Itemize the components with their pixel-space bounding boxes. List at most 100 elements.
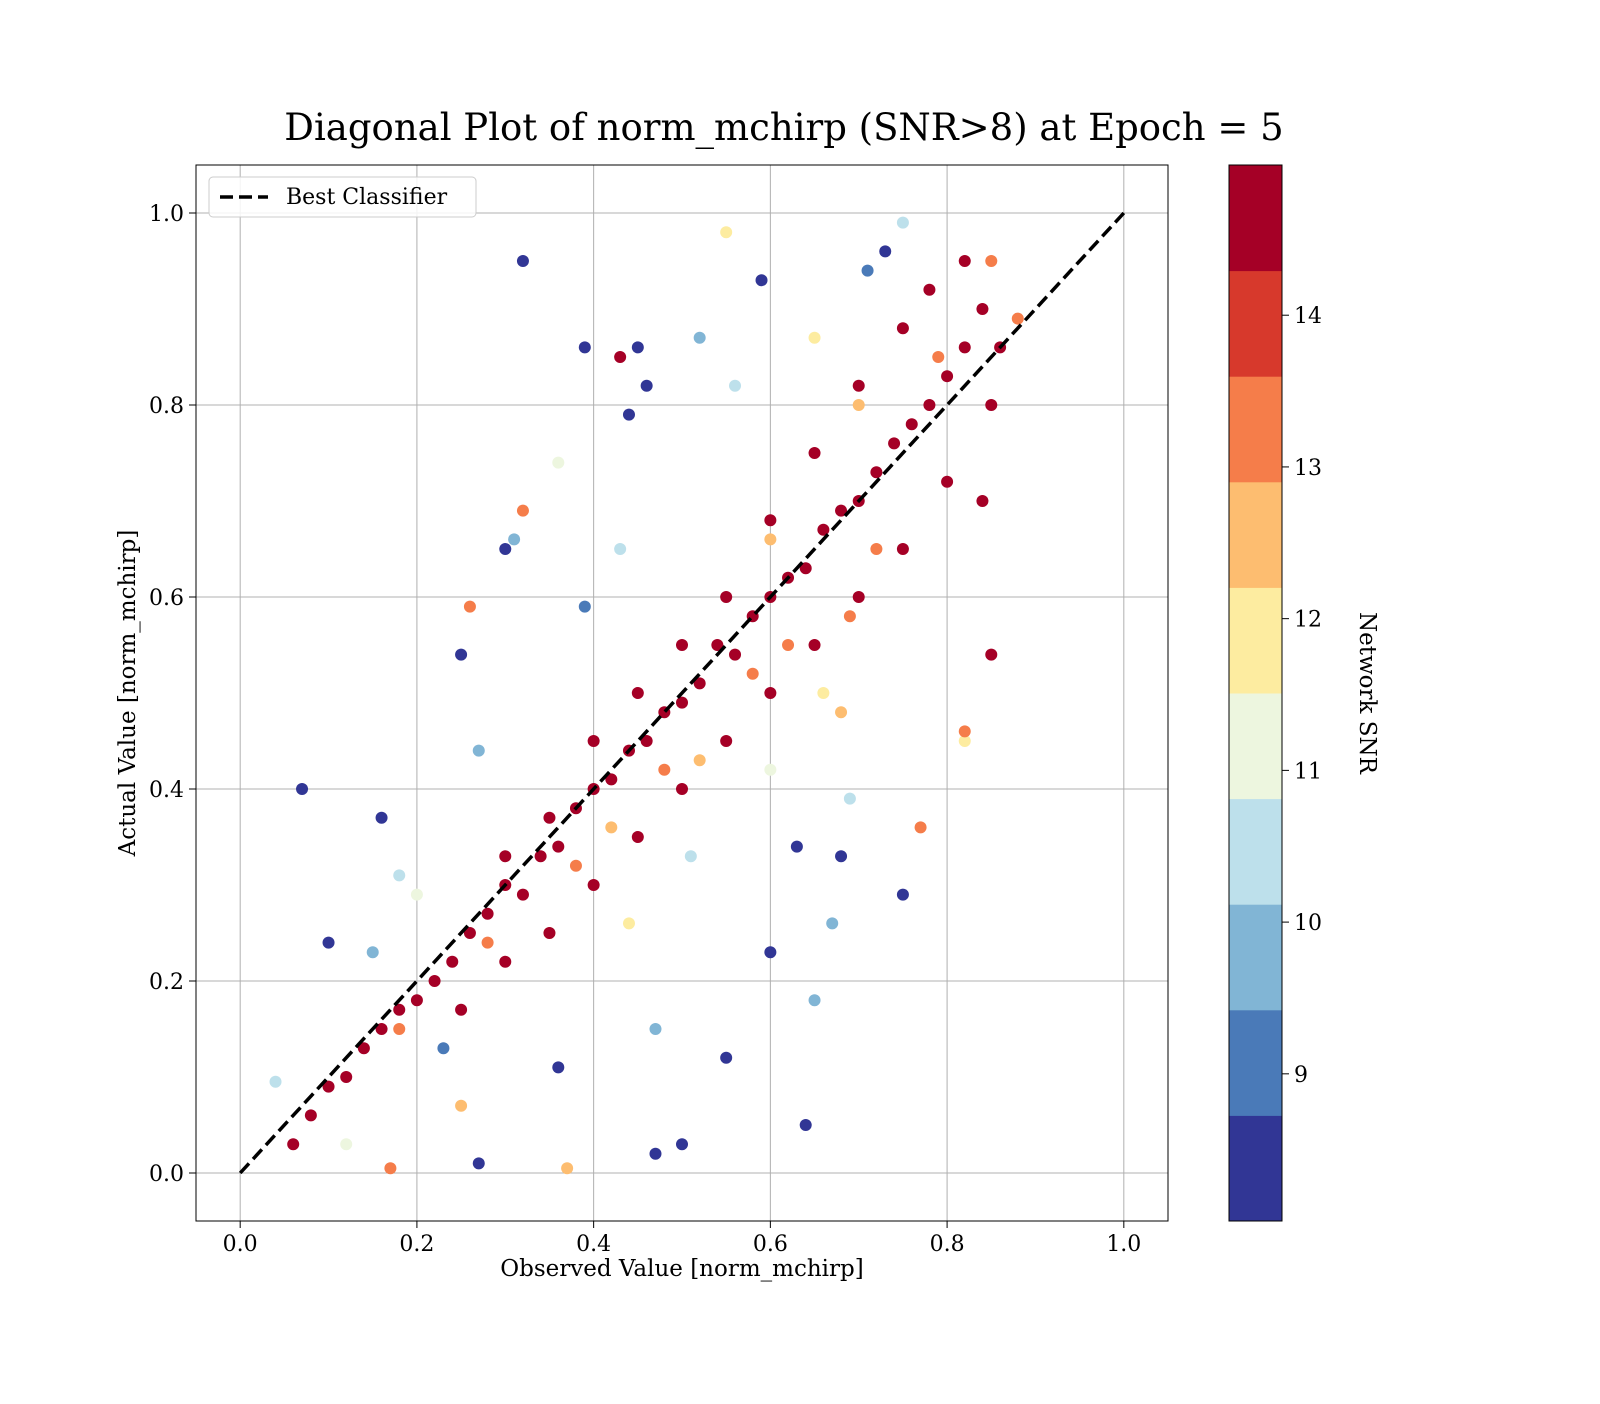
scatter-point <box>817 687 830 699</box>
scatter-point <box>534 850 547 863</box>
scatter-point <box>888 437 901 450</box>
scatter-point <box>516 504 529 517</box>
scatter-point <box>720 226 733 239</box>
scatter-point <box>720 1051 733 1064</box>
scatter-point <box>304 1109 317 1122</box>
axes-frame <box>195 164 1169 1222</box>
x-tick-label: 0.8 <box>930 1232 965 1257</box>
scatter-point <box>649 1023 662 1035</box>
scatter-point <box>649 1147 662 1160</box>
scatter-point <box>720 591 733 603</box>
scatter-point <box>676 696 688 709</box>
x-tick-label: 0.4 <box>576 1232 611 1257</box>
scatter-point <box>640 379 653 392</box>
scatter-point <box>1011 312 1024 325</box>
scatter-point <box>455 1003 468 1016</box>
scatter-point <box>455 1099 468 1112</box>
scatter-point <box>481 907 494 920</box>
y-tick-label: 0.8 <box>149 394 184 419</box>
scatter-point <box>340 1071 353 1083</box>
scatter-point <box>958 341 971 354</box>
colorbar-frame <box>1228 164 1283 1222</box>
scatter-point <box>729 379 742 392</box>
scatter-point <box>711 639 724 651</box>
colorbar-label: Network SNR <box>1354 612 1380 775</box>
scatter-point <box>472 744 485 757</box>
scatter-point <box>578 341 591 354</box>
colorbar-band <box>1229 587 1282 694</box>
scatter-point <box>958 255 971 267</box>
scatter-point <box>923 283 936 296</box>
scatter-point <box>976 495 989 507</box>
scatter-point <box>684 850 697 863</box>
scatter-point <box>340 1138 353 1151</box>
scatter-point <box>764 514 777 527</box>
scatter-point <box>870 543 883 555</box>
scatter-point <box>676 639 688 651</box>
scatter-point <box>693 677 706 690</box>
scatter-point <box>393 1003 406 1016</box>
colorbar-band <box>1229 1115 1282 1222</box>
scatter-point <box>985 648 998 661</box>
legend-box <box>208 176 477 218</box>
scatter-point <box>552 456 565 469</box>
scatter-point <box>587 735 600 747</box>
y-tick-label: 0.6 <box>149 586 184 611</box>
y-tick-label: 0.0 <box>149 1162 184 1187</box>
legend-label: Best Classifier <box>286 185 448 210</box>
scatter-point <box>764 763 777 776</box>
scatter-point <box>437 1042 450 1055</box>
colorbar-tick-label: 14 <box>1294 304 1322 329</box>
scatter-point <box>357 1042 370 1055</box>
x-tick-label: 0.0 <box>223 1232 258 1257</box>
scatter-point <box>808 639 821 651</box>
scatter-point <box>764 533 777 546</box>
scatter-point <box>375 1023 388 1035</box>
scatter-point <box>631 831 644 843</box>
scatter-point <box>835 504 848 517</box>
scatter-point <box>631 687 644 699</box>
colorbar-tick-label: 11 <box>1294 759 1322 784</box>
scatter-point <box>808 331 821 344</box>
scatter-point <box>375 811 388 824</box>
scatter-point <box>729 648 742 661</box>
scatter-point <box>472 1157 485 1170</box>
scatter-point <box>393 1023 406 1035</box>
scatter-point <box>455 648 468 661</box>
scatter-point <box>516 255 529 267</box>
reference-line <box>238 211 1126 1175</box>
scatter-point <box>499 850 512 863</box>
scatter-point <box>932 351 945 363</box>
scatter-point <box>835 706 848 719</box>
scatter-point <box>896 216 909 229</box>
scatter-point <box>799 1119 812 1131</box>
scatter-point <box>693 754 706 767</box>
scatter-point <box>516 888 529 901</box>
scatter-point <box>905 418 918 431</box>
y-tick-label: 1.0 <box>149 202 184 227</box>
scatter-point <box>463 927 476 939</box>
scatter-point <box>896 322 909 335</box>
y-tick-label: 0.4 <box>149 778 184 803</box>
scatter-point <box>622 408 635 421</box>
x-axis-label: Observed Value [norm_mchirp] <box>500 1256 863 1282</box>
scatter-point <box>852 399 865 411</box>
scatter-point <box>410 994 423 1007</box>
scatter-point <box>782 639 795 651</box>
scatter-point <box>852 379 865 392</box>
scatter-point <box>561 1162 574 1175</box>
scatter-point <box>499 543 512 555</box>
scatter-point <box>746 667 759 680</box>
scatter-point <box>499 955 512 968</box>
scatter-point <box>896 543 909 555</box>
scatter-point <box>941 370 954 383</box>
scatter-point <box>640 735 653 747</box>
scatter-point <box>985 399 998 411</box>
scatter-point <box>543 811 556 824</box>
scatter-point <box>896 888 909 901</box>
scatter-point <box>676 1138 688 1151</box>
scatter-point <box>393 869 406 882</box>
scatter-point <box>843 610 856 623</box>
scatter-point <box>481 936 494 949</box>
